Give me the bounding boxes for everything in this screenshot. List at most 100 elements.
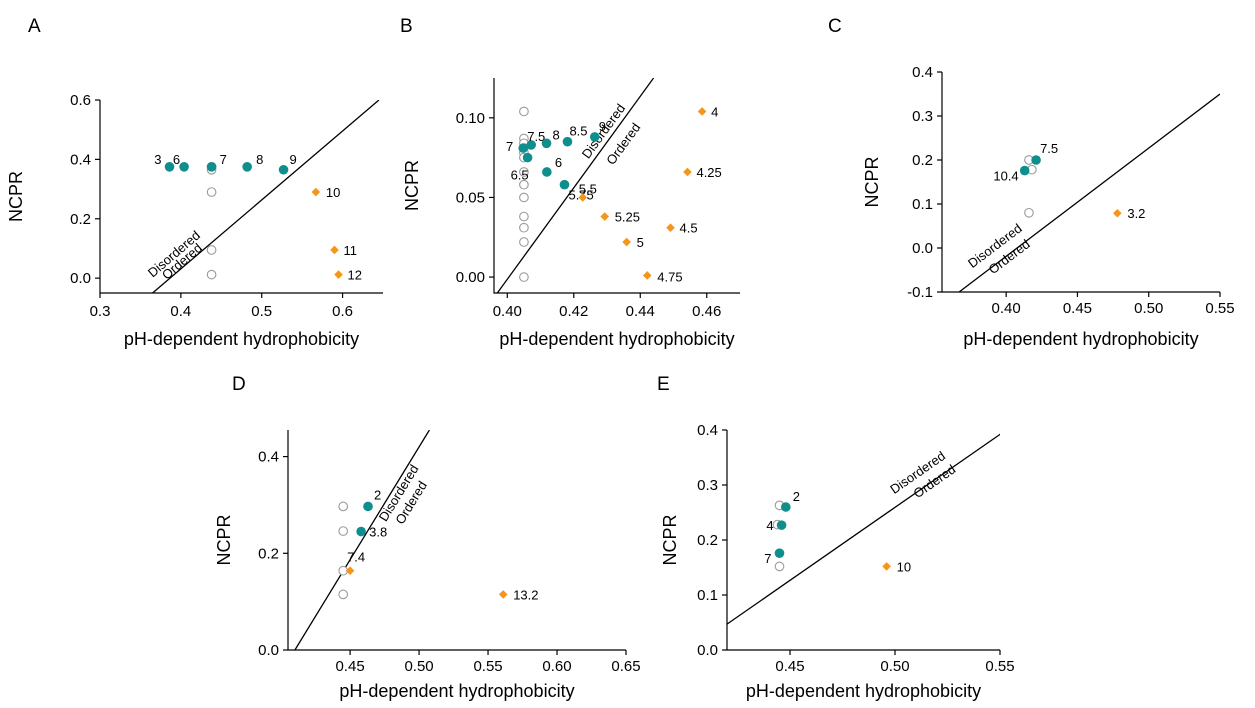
- panel-d: D 0.45 0.50 0.55 0.60 0.65 0.0 0.2 0.4 pH-depende…: [214, 374, 641, 701]
- x-axis-label: pH-dependent hydrophobicity: [963, 329, 1198, 349]
- y-tick-label: 0.0: [912, 240, 933, 257]
- x-tick-label: 0.5: [251, 303, 272, 320]
- axes-frame: [99, 100, 383, 294]
- disordered-data-point: [600, 212, 609, 221]
- ordered-data-point: [781, 502, 791, 512]
- disordered-data-point: [334, 270, 343, 279]
- open-data-point: [206, 245, 217, 255]
- x-tick-label: 0.50: [880, 658, 909, 675]
- y-axis-label: NCPR: [660, 514, 680, 565]
- disordered-data-point: [330, 245, 339, 255]
- x-tick-label: 0.46: [692, 303, 721, 320]
- order-disorder-boundary: [496, 78, 655, 293]
- point-label: 2: [793, 489, 800, 504]
- disordered-data-point: [578, 193, 588, 202]
- point-label: 5.5: [579, 181, 597, 196]
- point-label: 7: [764, 551, 771, 566]
- point-label: 4.5: [680, 221, 698, 236]
- point-label: 8: [256, 152, 263, 167]
- ordered-data-point: [206, 162, 217, 172]
- open-data-point: [519, 272, 529, 282]
- x-tick-label: 0.45: [1063, 300, 1092, 317]
- y-tick-label: 0.00: [456, 269, 485, 286]
- x-axis-label: pH-dependent hydrophobicity: [499, 329, 734, 349]
- ordered-data-point: [1031, 155, 1041, 165]
- point-label: 7.5: [527, 129, 545, 144]
- point-label: 7.5: [1040, 141, 1058, 156]
- ordered-data-point: [1019, 165, 1030, 176]
- x-axis-label: pH-dependent hydrophobicity: [746, 681, 981, 701]
- y-tick-label: 0.3: [912, 108, 933, 125]
- point-label: 3.8: [369, 525, 387, 540]
- y-tick-label: 0.05: [456, 189, 485, 206]
- open-data-point: [338, 501, 349, 512]
- panel-a: A 0.3 0.4 0.5 0.6 0.0 0.2 0.4 0.6 pH-dependent hy…: [6, 16, 383, 349]
- point-label: 3.2: [1127, 206, 1145, 221]
- panel-letter-c: C: [828, 16, 842, 37]
- x-tick-label: 0.4: [170, 303, 191, 320]
- ordered-data-point: [526, 140, 537, 150]
- point-label: 6.5: [511, 168, 529, 183]
- x-tick-label: 0.60: [542, 658, 571, 675]
- disordered-data-point: [697, 107, 707, 116]
- point-label: 7: [506, 139, 513, 154]
- point-label: 11: [343, 243, 357, 258]
- y-axis-label: NCPR: [6, 171, 26, 222]
- point-label: 4: [766, 518, 773, 533]
- disordered-data-point: [498, 590, 508, 599]
- x-tick-label: 0.44: [626, 303, 655, 320]
- y-axis-label: NCPR: [402, 160, 422, 211]
- point-label: 10: [897, 559, 911, 574]
- panel-c: C 0.40 0.45 0.50 0.55 -0.1 0.0 0.1 0.2 0.3 0.4 pH-d…: [828, 16, 1235, 349]
- point-label: 2: [374, 487, 381, 502]
- point-label: 3: [154, 152, 161, 167]
- x-tick-label: 0.3: [90, 303, 111, 320]
- order-disorder-boundary: [958, 93, 1220, 292]
- y-tick-label: 0.0: [258, 642, 279, 659]
- order-disorder-boundary: [294, 430, 430, 650]
- disordered-data-point: [311, 187, 321, 197]
- ordered-data-point: [363, 501, 373, 512]
- y-tick-label: 0.4: [912, 64, 933, 81]
- ordered-data-point: [776, 520, 787, 530]
- ordered-data-point: [562, 136, 573, 147]
- ordered-data-point: [542, 167, 552, 177]
- panel-letter-a: A: [28, 16, 41, 37]
- disordered-data-point: [882, 562, 891, 571]
- ordered-data-point: [518, 143, 529, 153]
- point-label: 10.4: [993, 169, 1018, 184]
- ordered-data-point: [179, 162, 189, 172]
- ordered-data-point: [589, 132, 600, 142]
- x-tick-label: 0.50: [404, 658, 433, 675]
- point-label: 4: [711, 104, 718, 119]
- y-tick-label: 0.2: [70, 211, 91, 228]
- point-label: 6: [173, 152, 180, 167]
- order-disorder-boundary: [152, 100, 380, 293]
- disordered-data-point: [345, 566, 355, 576]
- point-label: 13.2: [513, 587, 538, 602]
- open-data-point: [519, 222, 529, 233]
- x-axis-label: pH-dependent hydrophobicity: [339, 681, 574, 701]
- ordered-data-point: [242, 162, 252, 172]
- y-tick-label: 0.2: [697, 532, 718, 549]
- y-tick-label: 0.1: [697, 587, 718, 604]
- disordered-data-point: [683, 167, 692, 177]
- y-tick-label: 0.4: [70, 151, 91, 168]
- open-data-point: [519, 237, 529, 247]
- disordered-data-point: [1113, 208, 1122, 218]
- panel-letter-d: D: [232, 374, 246, 395]
- point-label: 12: [348, 268, 362, 283]
- y-tick-label: 0.2: [912, 152, 933, 169]
- open-data-point: [338, 526, 349, 536]
- panel-letter-b: B: [400, 16, 413, 37]
- open-data-point: [519, 192, 529, 203]
- y-tick-label: 0.6: [70, 92, 91, 109]
- x-tick-label: 0.55: [1205, 300, 1234, 317]
- x-tick-label: 0.45: [335, 658, 364, 675]
- panel-e: E 0.45 0.50 0.55 0.0 0.1 0.2 0.3 0.4 pH-dependent…: [657, 374, 1015, 701]
- point-label: 8.5: [569, 124, 587, 139]
- y-tick-label: 0.2: [258, 545, 279, 562]
- y-axis-label: NCPR: [862, 156, 882, 207]
- x-tick-label: 0.40: [992, 300, 1021, 317]
